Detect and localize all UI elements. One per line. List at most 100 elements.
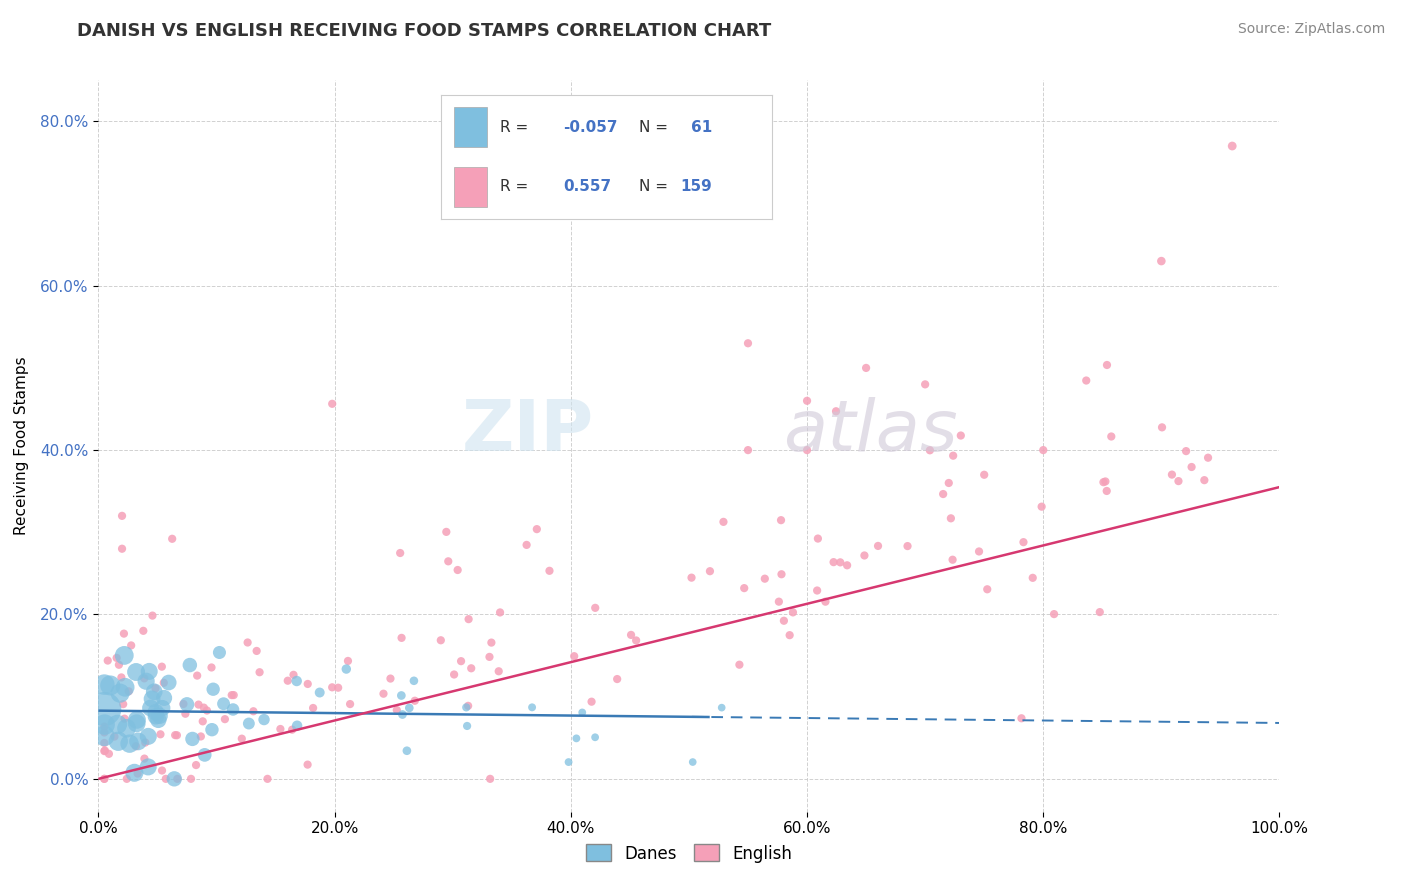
Point [179, 658, 201, 673]
Point [430, 633, 453, 648]
Point [1099, 429, 1122, 443]
Point [581, 695, 603, 709]
Point [398, 701, 420, 715]
Point [242, 704, 264, 718]
Point [149, 708, 172, 723]
Point [136, 760, 159, 774]
Point [174, 706, 197, 721]
Point [98, 678, 121, 692]
Point [150, 659, 173, 673]
Point [297, 757, 319, 772]
Point [127, 734, 149, 748]
Point [1194, 473, 1216, 487]
Point [195, 704, 218, 718]
Point [321, 681, 343, 695]
Point [825, 404, 848, 418]
Point [94, 743, 117, 757]
Point [404, 694, 426, 708]
Point [153, 690, 176, 705]
Point [1167, 474, 1189, 488]
Point [373, 687, 395, 701]
Point [107, 734, 129, 748]
Point [212, 697, 235, 711]
Point [1076, 374, 1098, 388]
Point [134, 735, 156, 749]
Point [93, 677, 115, 691]
Point [896, 539, 918, 553]
Point [125, 739, 148, 754]
Point [779, 628, 801, 642]
Point [152, 675, 174, 690]
Point [557, 755, 579, 769]
Point [281, 723, 304, 737]
Point [125, 716, 148, 731]
Point [796, 443, 818, 458]
Point [105, 717, 128, 731]
Point [942, 449, 965, 463]
Point [1150, 254, 1173, 268]
Point [479, 772, 502, 786]
Point [939, 511, 962, 525]
Point [222, 702, 245, 716]
Point [191, 714, 214, 729]
Point [624, 633, 647, 648]
Point [733, 581, 755, 595]
Point [134, 751, 156, 765]
Point [526, 522, 548, 536]
Point [620, 628, 643, 642]
Point [184, 758, 207, 772]
Point [681, 571, 703, 585]
Point [768, 595, 790, 609]
Point [202, 682, 225, 697]
Point [181, 731, 204, 746]
Point [163, 772, 186, 786]
Text: ZIP: ZIP [463, 397, 595, 466]
Point [1010, 711, 1032, 725]
Point [1094, 475, 1116, 489]
Point [437, 554, 460, 568]
Point [193, 700, 215, 714]
Point [1032, 443, 1054, 458]
Point [488, 665, 510, 679]
Point [932, 487, 955, 501]
Point [150, 701, 173, 715]
Point [145, 709, 167, 723]
Point [713, 515, 735, 529]
Point [710, 700, 733, 714]
Point [967, 544, 990, 558]
Point [914, 377, 936, 392]
Point [478, 649, 501, 664]
Point [391, 631, 413, 645]
Point [855, 360, 877, 375]
Point [114, 712, 136, 726]
Point [111, 541, 134, 556]
Point [807, 532, 830, 546]
Point [1022, 571, 1045, 585]
Point [112, 626, 135, 640]
Point [336, 654, 359, 668]
Point [231, 731, 253, 746]
Point [172, 697, 194, 711]
Point [380, 672, 402, 686]
Point [443, 667, 465, 681]
Point [830, 555, 852, 569]
Point [571, 706, 593, 720]
Point [246, 644, 269, 658]
Point [335, 662, 357, 676]
Point [93, 717, 115, 731]
Point [135, 674, 157, 689]
Point [1150, 420, 1173, 434]
Point [814, 595, 837, 609]
Point [1095, 483, 1118, 498]
Point [277, 673, 299, 688]
Point [105, 651, 128, 665]
Point [328, 681, 350, 695]
Text: Source: ZipAtlas.com: Source: ZipAtlas.com [1237, 22, 1385, 37]
Point [456, 700, 478, 714]
Point [148, 713, 170, 727]
Point [110, 670, 132, 684]
Point [97, 747, 120, 761]
Point [93, 744, 115, 758]
Point [1095, 358, 1118, 372]
Point [973, 467, 995, 482]
